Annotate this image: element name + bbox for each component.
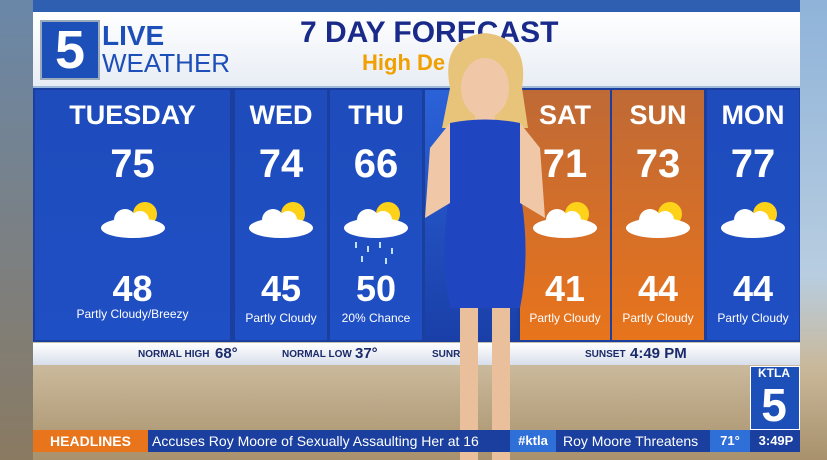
day-name: THU [348,100,404,130]
ticker-bar [33,430,800,452]
day-name: WED [249,100,313,130]
low-temp: 50 [355,268,397,309]
day-column: MON 77 44 Partly Cloudy [707,90,799,340]
sunset-label: SUNSET [585,349,626,360]
sunset: 4:49 PM [630,345,687,362]
sunrise-label: SUNRISE [432,349,477,360]
normal-high-label: NORMAL HIGH [138,349,210,360]
condition: Partly Cloudy [529,311,601,325]
weather-icon [249,202,313,238]
header-subtitle: High De [362,50,446,75]
logo-live: LIVE [102,20,165,51]
ticker-text: Accuses Roy Moore of Sexually Assaulting… [152,433,479,449]
condition: Partly Cloudy [622,311,694,325]
logo-weather: WEATHER [102,48,231,78]
day-column: SUN 73 44 Partly Cloudy [612,90,704,340]
day-name: MON [721,100,785,130]
day-name: SUN [629,100,687,130]
day-column: TUESDAY 75 48 Partly Cloudy/Breezy [35,90,230,340]
condition: Partly Cloudy [245,311,317,325]
weather-icon [533,202,597,238]
presenter [425,33,545,460]
day-column: THU 66 50 20% Chance [330,90,422,340]
day-name: TUESDAY [69,100,196,130]
ticker-label: HEADLINES [33,430,148,452]
station-bug [750,366,800,430]
low-temp: 45 [260,268,302,309]
header-title: 7 DAY FORECAST [300,16,559,49]
normal-high: 68° [215,345,238,362]
high-temp: 66 [353,142,399,186]
almanac-bar [33,343,800,365]
ticker-temp: 71° [710,430,750,452]
weather-icon [100,202,165,238]
low-temp: 44 [637,268,679,309]
high-temp: 77 [730,142,776,186]
station-number: 5 [761,379,787,431]
station-name: KTLA [758,366,790,380]
day-column: SAT 71 41 Partly Cloudy [520,90,610,340]
background-left [0,0,33,460]
normal-low-label: NORMAL LOW [282,349,352,360]
top-strip [33,0,800,12]
low-temp: 48 [112,268,153,309]
condition: 20% Chance [341,311,411,325]
day-name: SAT [539,100,591,130]
weather-icon [721,202,785,238]
high-temp: 73 [635,142,681,186]
logo-number: 5 [40,20,100,80]
high-temp: 74 [258,142,304,186]
ticker-time: 3:49P [758,433,794,448]
condition: Partly Cloudy [717,311,789,325]
low-temp: 41 [544,268,586,309]
condition: Partly Cloudy/Breezy [76,307,189,321]
day-column: WED 74 45 Partly Cloudy [235,90,327,340]
weather-icon [344,202,408,264]
low-temp: 44 [732,268,774,309]
high-temp: 71 [542,142,588,186]
ticker-tag: #ktla [510,430,556,452]
ticker-text-2: Roy Moore Threatens [563,433,699,449]
high-temp: 75 [110,142,155,186]
header-band [33,12,800,86]
normal-low: 37° [355,345,378,362]
weather-icon [626,202,690,238]
